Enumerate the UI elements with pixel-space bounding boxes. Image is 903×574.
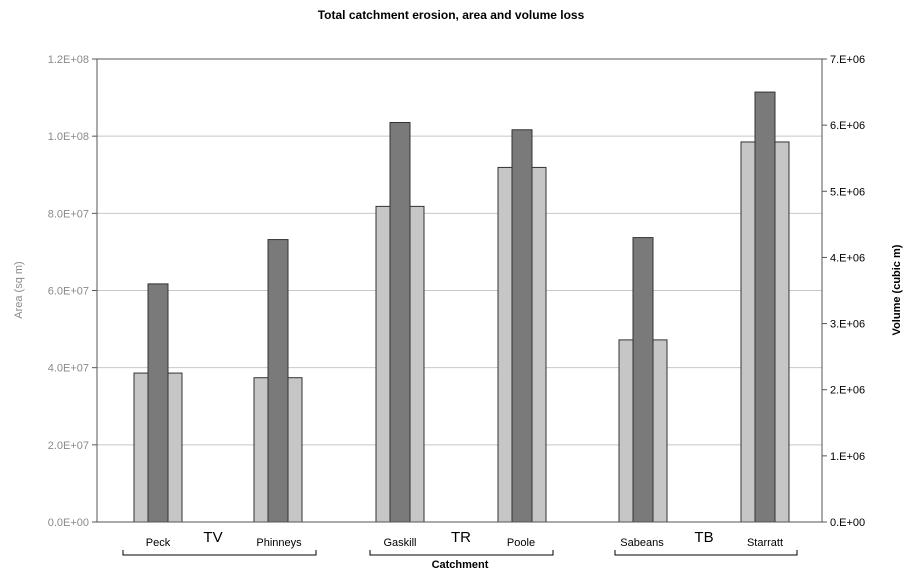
category-label: Starratt — [747, 537, 783, 549]
left-tick-label: 6.0E+07 — [48, 286, 89, 298]
group-bracket — [614, 550, 798, 556]
left-tick-label: 2.0E+07 — [48, 440, 89, 452]
category-label: Peck — [146, 537, 171, 549]
bar-volume-sabeans — [632, 237, 654, 523]
category-label: Gaskill — [383, 537, 416, 549]
left-tick-label: 0.0E+00 — [48, 517, 89, 529]
right-tick-label: 3.E+06 — [830, 319, 865, 331]
x-axis-ticks: Peck Phinneys Gaskill Poole Sabeans Starratt — [146, 537, 783, 549]
category-label: Poole — [507, 537, 535, 549]
bar-volume-phinneys — [267, 239, 289, 523]
group-label: TR — [451, 529, 471, 546]
bar-volume-starratt — [754, 91, 776, 523]
right-tick-label: 2.E+06 — [830, 385, 865, 397]
right-tick-label: 1.E+06 — [830, 451, 865, 463]
bar-volume-peck — [147, 283, 169, 523]
right-tick-label: 4.E+06 — [830, 252, 865, 264]
group-bracket — [369, 550, 554, 556]
bar-volume-poole — [511, 129, 533, 523]
bars — [133, 91, 790, 523]
group-bracket — [122, 550, 317, 556]
category-label: Phinneys — [256, 537, 302, 549]
category-groups: TV TR TB — [122, 529, 798, 556]
x-axis-label: Catchment — [432, 559, 489, 571]
y-axis-label-left: Area (sq m) — [13, 261, 25, 318]
category-label: Sabeans — [620, 537, 664, 549]
chart-title: Total catchment erosion, area and volume… — [318, 8, 585, 22]
right-tick-label: 7.E+06 — [830, 54, 865, 66]
y-axis-label-right: Volume (cubic m) — [891, 244, 903, 335]
right-tick-label: 6.E+06 — [830, 120, 865, 132]
right-axis-ticks: 0.E+00 1.E+06 2.E+06 3.E+06 4.E+06 5.E+06 6.E+… — [822, 54, 865, 529]
left-tick-label: 1.0E+08 — [48, 131, 89, 143]
gridlines — [97, 135, 822, 446]
right-tick-label: 0.E+00 — [830, 517, 865, 529]
left-tick-label: 4.0E+07 — [48, 363, 89, 375]
left-axis-ticks: 0.0E+00 2.0E+07 4.0E+07 6.0E+07 8.0E+07 1.0E+… — [48, 54, 97, 529]
left-tick-label: 1.2E+08 — [48, 54, 89, 66]
bar-volume-gaskill — [389, 121, 411, 523]
group-label: TB — [694, 529, 713, 546]
group-label: TV — [203, 529, 222, 546]
left-tick-label: 8.0E+07 — [48, 208, 89, 220]
right-tick-label: 5.E+06 — [830, 186, 865, 198]
